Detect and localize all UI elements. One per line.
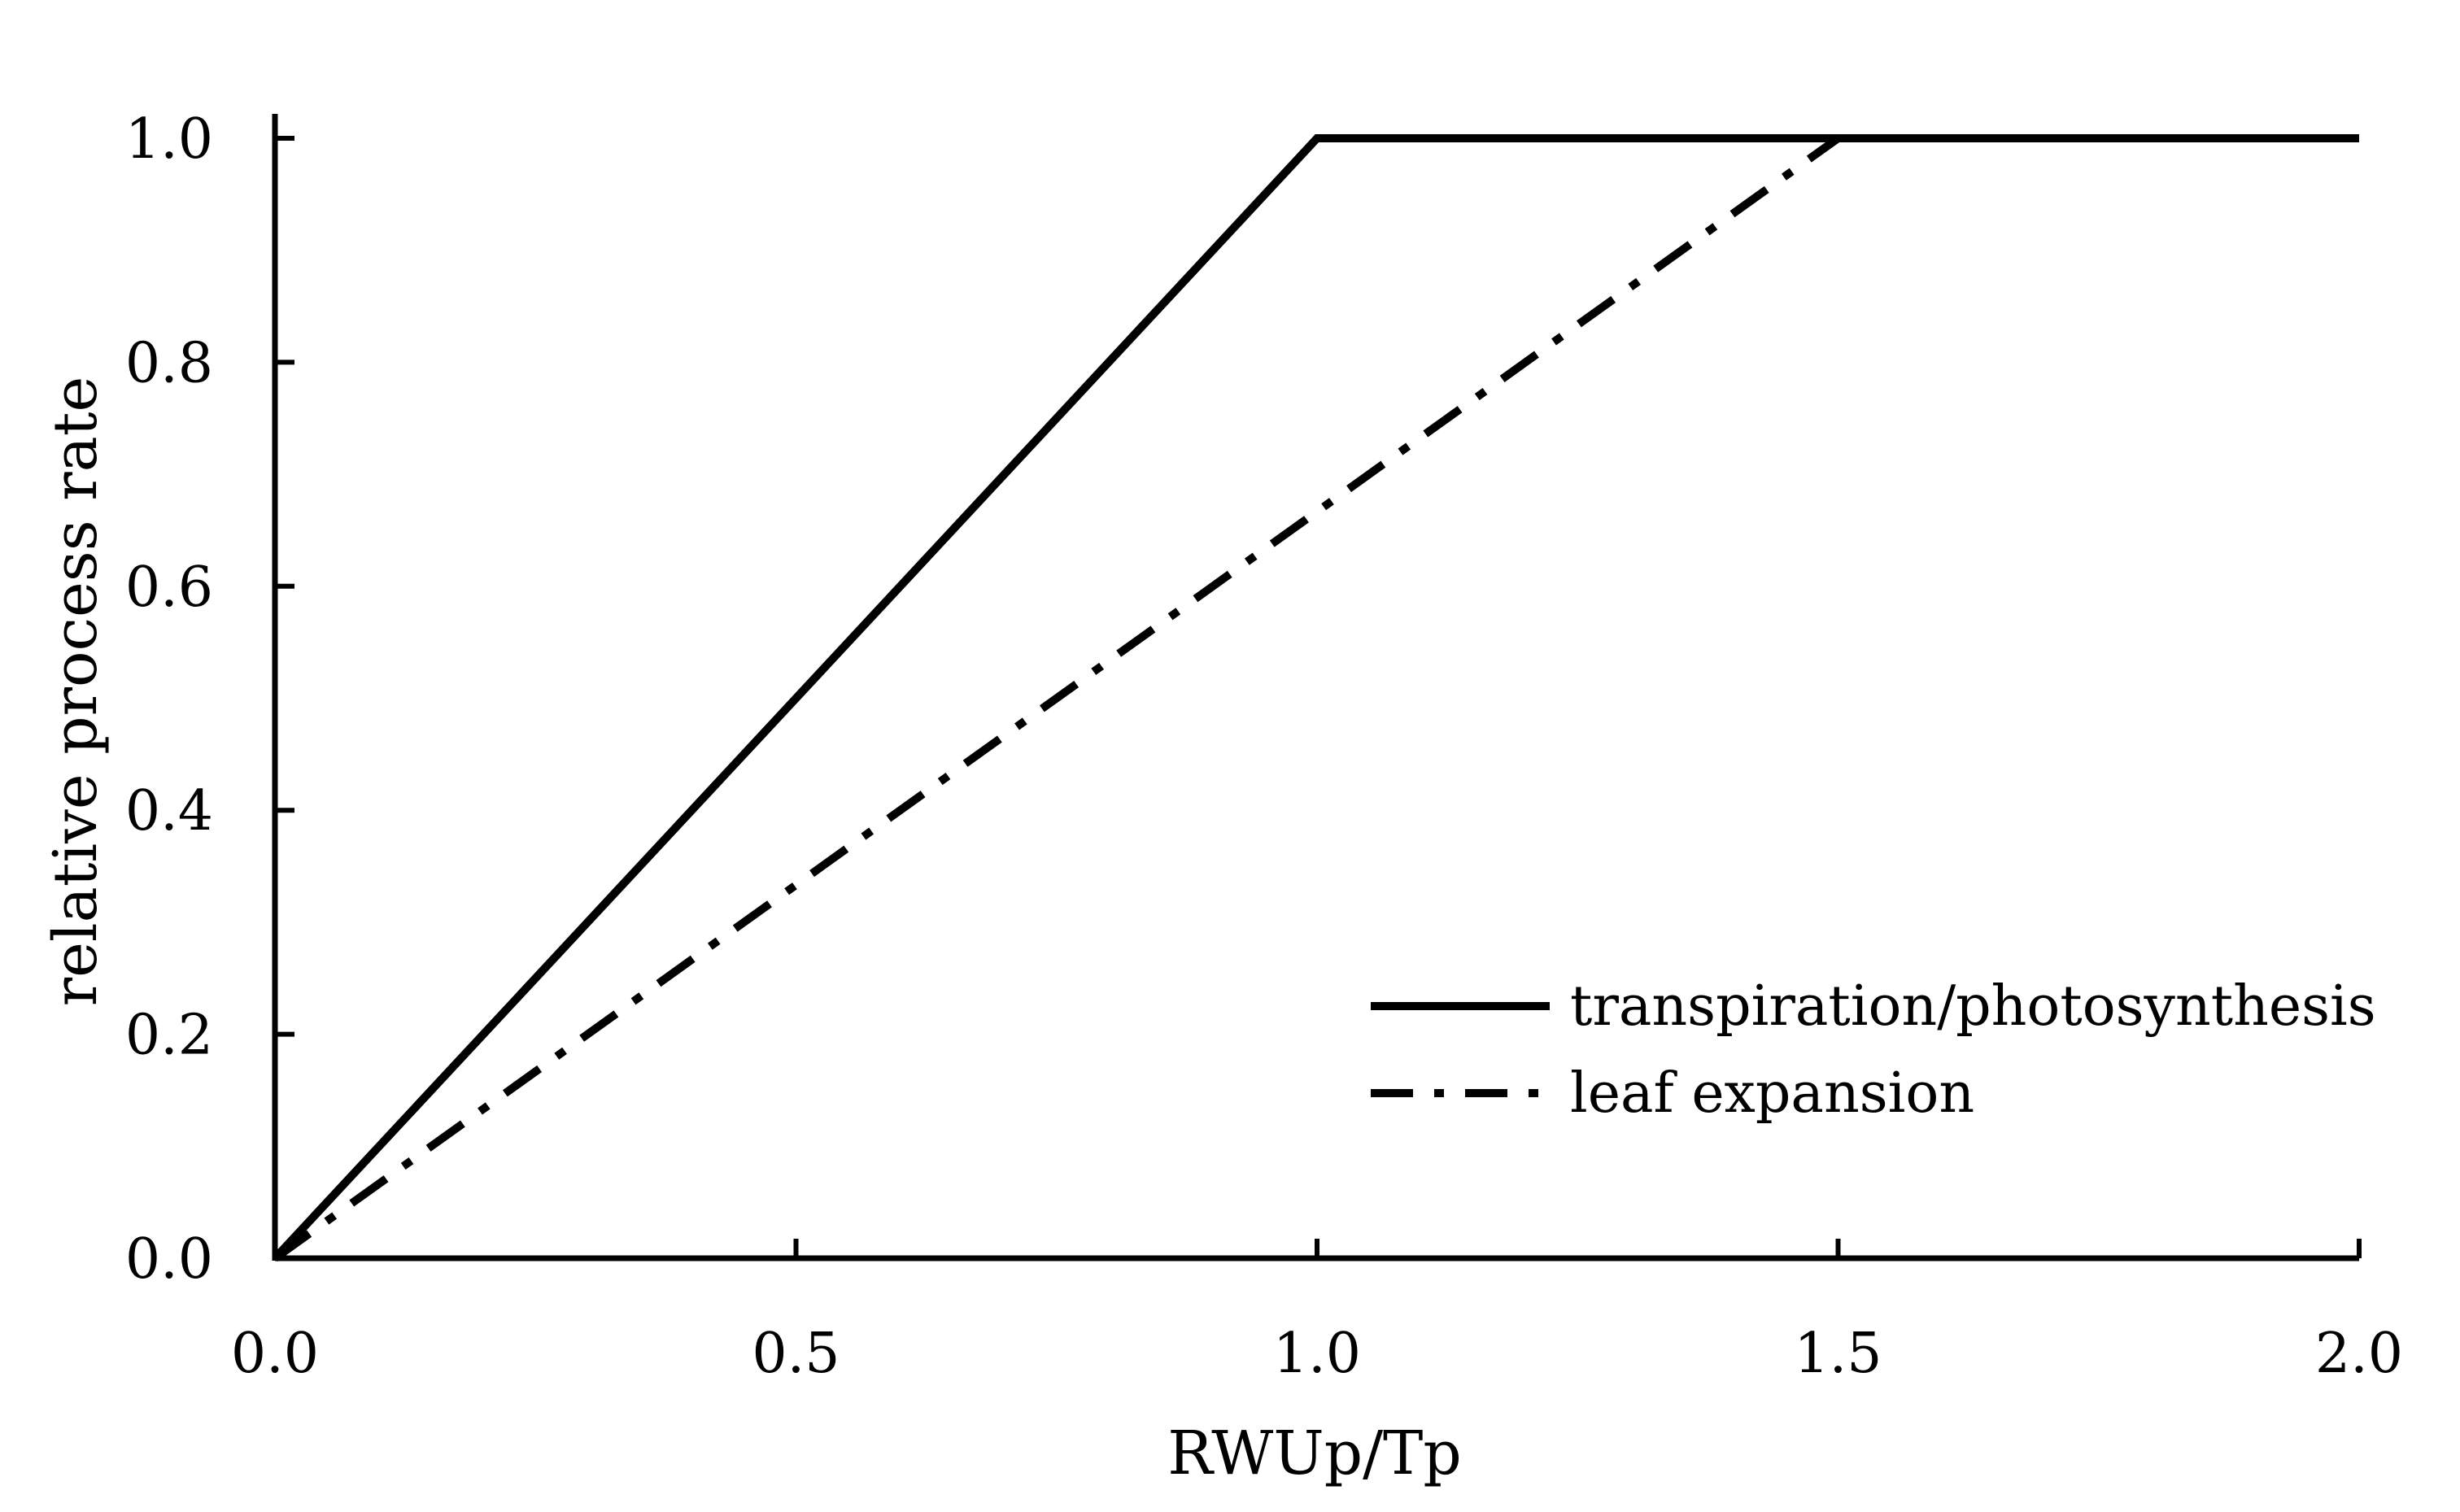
y-axis-title: relative process rate [41,377,111,1007]
x-tick-label: 0.5 [752,1322,840,1386]
plot-area [272,134,2359,1262]
legend-label-2: leaf expansion [1570,1061,1974,1126]
x-axis-title: RWUp/Tp [1167,1418,1462,1488]
x-tick-label: 2.0 [2315,1322,2403,1386]
legend: transpiration/photosynthesis leaf expansi… [1371,974,2376,1126]
series-line-1 [272,134,2359,1261]
x-tick-label: 1.5 [1794,1322,1882,1386]
y-tick-label: 0.8 [125,331,213,395]
series-line-2 [273,134,2359,1262]
y-tick-label: 1.0 [125,107,213,172]
y-tick-label: 0.0 [125,1227,213,1292]
axes: 0.0 0.5 1.0 1.5 2.0 0.0 0.2 0.4 0.6 0.8 1.0 [125,107,2403,1386]
y-tick-label: 0.4 [125,779,213,843]
x-tick-label: 0.0 [231,1322,319,1386]
y-tick-label: 0.6 [125,556,213,620]
x-tick-label: 1.0 [1273,1322,1361,1386]
y-tick-label: 0.2 [125,1004,213,1068]
legend-label-1: transpiration/photosynthesis [1570,974,2376,1039]
